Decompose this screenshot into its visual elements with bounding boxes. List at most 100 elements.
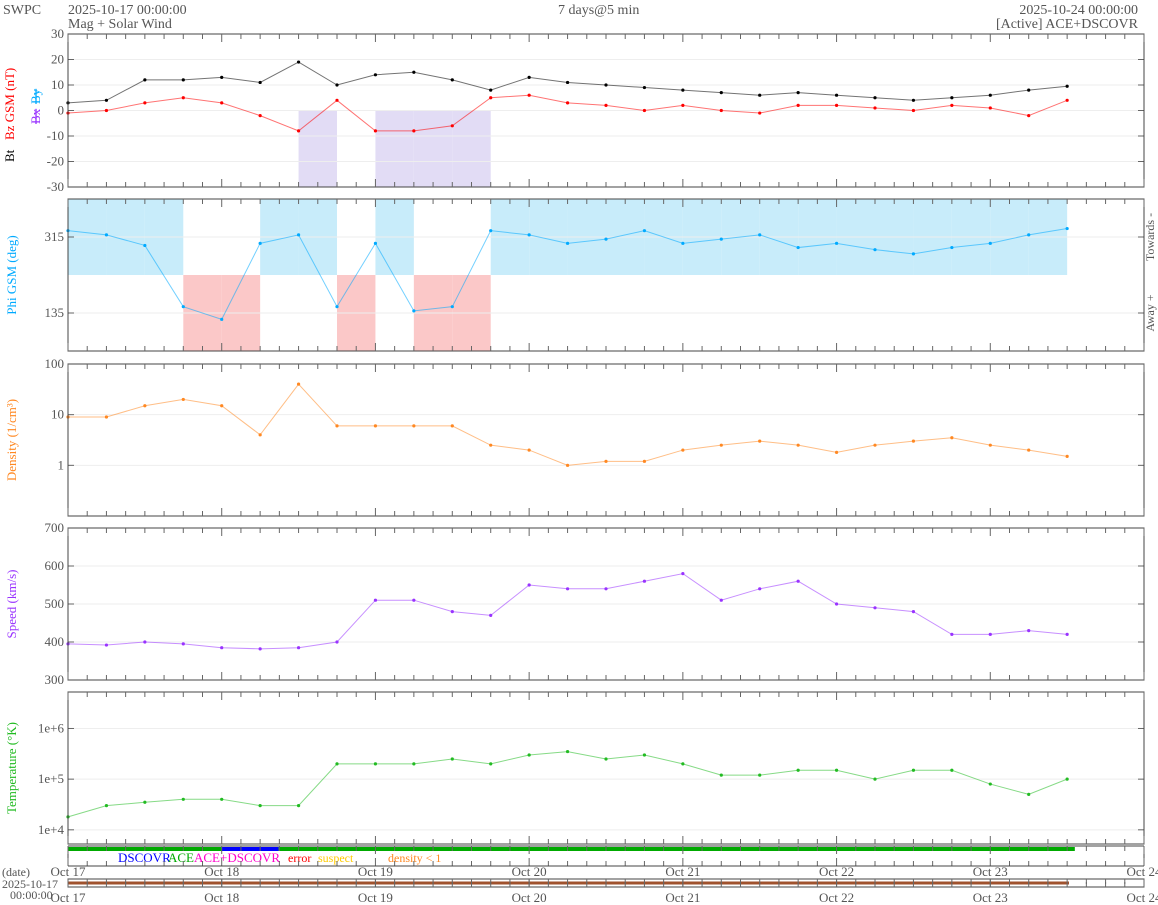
series-line-density (68, 383, 1068, 466)
data-point-temperature (988, 782, 992, 786)
source-legend-item: suspect (318, 851, 354, 865)
data-point-temperature (719, 773, 723, 777)
data-point-density (181, 397, 185, 402)
date-axis-label: (date) (2, 865, 30, 879)
data-point-bt (143, 78, 147, 82)
y-tick-label: 1e+4 (38, 822, 65, 837)
ylabel-bx: Bx (28, 108, 43, 124)
data-point-bz (412, 129, 416, 133)
y-tick-label: 20 (51, 52, 64, 67)
data-point-bz (527, 93, 531, 97)
data-point-density (489, 443, 493, 447)
source-segment-dscovr (221, 847, 279, 851)
data-point-temperature (873, 777, 877, 781)
org-label: SWPC (3, 3, 42, 18)
y-tick-label: 30 (51, 26, 64, 41)
x-tick-label: Oct 20 (512, 864, 547, 879)
ylabel-bz: Bz GSM (nT) (2, 68, 17, 140)
data-point-speed (220, 646, 224, 650)
x-tick-label: Oct 22 (819, 864, 854, 879)
data-point-bz (758, 111, 762, 115)
panel-speed (66, 527, 1145, 681)
data-point-bt (489, 88, 493, 92)
data-point-temperature (296, 804, 301, 808)
plot-title: Mag + Solar Wind (68, 17, 172, 32)
data-point-bt (450, 78, 454, 82)
data-point-density (258, 433, 262, 437)
data-point-bt (758, 93, 762, 97)
data-point-speed (873, 606, 877, 610)
bz-south-band (298, 110, 337, 187)
data-point-speed (450, 610, 454, 614)
data-point-phi (1027, 233, 1031, 237)
panel-temp (66, 691, 1145, 845)
data-point-bt (796, 91, 800, 95)
source-segment-ace (278, 847, 1075, 851)
x-tick-label-bottom: Oct 24 (1126, 890, 1158, 905)
ylabel-density: Density (1/cm³) (4, 399, 19, 481)
data-point-phi (719, 237, 723, 241)
source-legend-item: ACE+DSCOVR (194, 850, 280, 865)
data-point-speed (335, 640, 339, 644)
data-point-phi (104, 233, 109, 237)
data-point-temperature (412, 762, 416, 766)
ylabel-by: By (28, 88, 43, 104)
data-point-speed (489, 613, 493, 618)
data-point-temperature (220, 797, 224, 801)
data-point-phi (258, 241, 262, 245)
data-point-bt (373, 73, 378, 77)
data-point-speed (796, 579, 800, 583)
data-point-bt (296, 60, 301, 64)
data-point-temperature (950, 768, 954, 772)
data-point-phi (450, 305, 454, 309)
data-point-phi (143, 243, 147, 248)
data-point-bz (681, 103, 685, 107)
data-point-bt (1027, 88, 1031, 92)
panel-mag (66, 33, 1145, 188)
data-point-density (642, 459, 647, 463)
data-point-density (873, 443, 877, 447)
x-tick-label: Oct 18 (204, 864, 239, 879)
data-point-speed (373, 598, 378, 602)
y-tick-label: 10 (51, 407, 64, 422)
x-tick-label-bottom: Oct 23 (973, 890, 1008, 905)
data-point-bz (873, 106, 877, 110)
data-point-speed (950, 632, 954, 637)
data-point-density (796, 443, 800, 447)
data-point-bz (489, 96, 493, 100)
data-point-speed (604, 587, 608, 591)
data-point-temperature (373, 762, 378, 766)
data-point-phi (527, 233, 531, 237)
data-point-temperature (1027, 792, 1031, 796)
data-point-temperature (527, 753, 531, 757)
x-tick-label-bottom: Oct 21 (665, 890, 700, 905)
data-point-speed (988, 632, 992, 637)
data-point-speed (565, 587, 570, 591)
data-point-phi (873, 248, 877, 252)
data-point-phi (489, 229, 493, 233)
data-point-bt (220, 75, 224, 79)
data-point-density (1027, 448, 1031, 452)
x-tick-label-bottom: Oct 20 (512, 890, 547, 905)
x-tick-label: Oct 19 (358, 864, 393, 879)
data-point-temperature (1065, 777, 1069, 781)
data-point-bz (181, 96, 185, 100)
data-point-speed (412, 598, 416, 602)
data-point-bt (950, 96, 954, 100)
panel-frame (67, 691, 1145, 845)
data-point-bz (796, 103, 800, 107)
towards-label: Towards - (1143, 213, 1157, 261)
data-point-phi (950, 245, 954, 250)
data-point-speed (834, 602, 839, 606)
data-point-bz (450, 124, 454, 128)
data-point-temperature (911, 768, 916, 772)
data-point-bz (911, 108, 916, 113)
active-source: [Active] ACE+DSCOVR (995, 17, 1138, 32)
data-point-bz (104, 108, 109, 113)
data-point-temperature (104, 804, 109, 808)
data-point-bz (335, 98, 339, 102)
y-tick-label: 500 (45, 596, 65, 611)
data-point-phi (604, 237, 608, 241)
